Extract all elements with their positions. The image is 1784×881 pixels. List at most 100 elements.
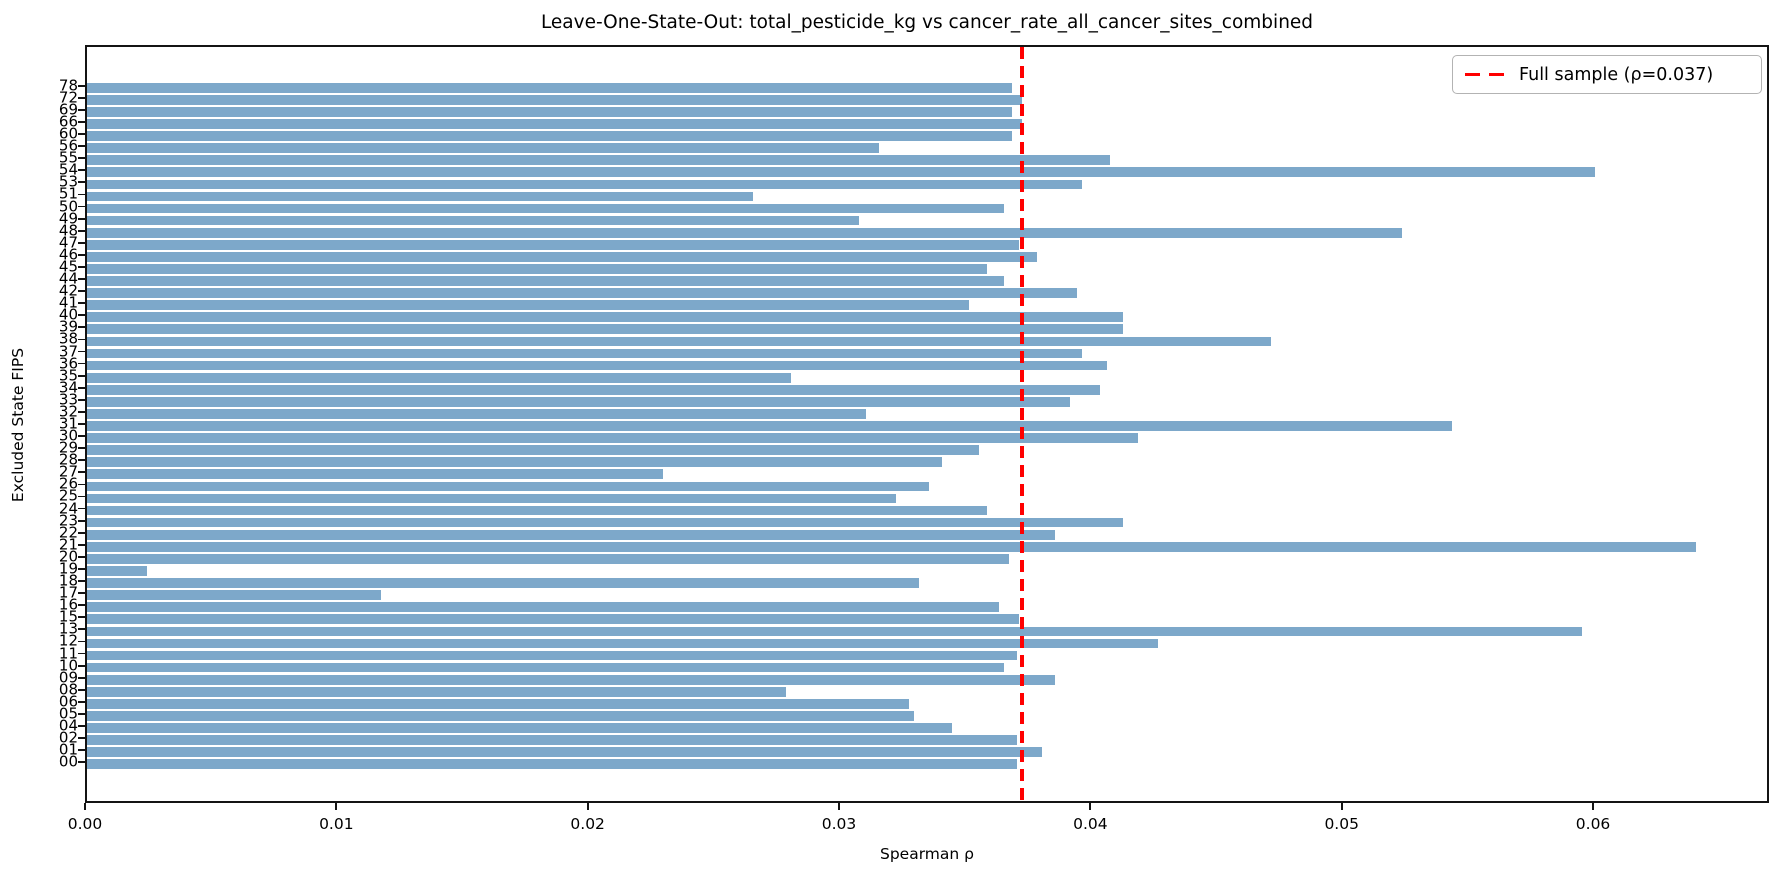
y-axis-tick: [78, 121, 85, 123]
y-tick-label: 38: [58, 329, 78, 348]
y-axis-tick: [78, 543, 85, 546]
bar: [87, 131, 1012, 141]
y-axis-tick: [78, 386, 85, 389]
bar: [87, 167, 1596, 178]
bar: [87, 264, 987, 274]
bar: [87, 711, 914, 721]
y-tick-label: 19: [58, 559, 78, 578]
bar: [87, 541, 1696, 552]
bar: [87, 336, 1271, 347]
x-axis-tick: [586, 803, 589, 810]
bar: [87, 384, 1100, 395]
y-axis-tick: [78, 290, 85, 292]
bar: [87, 409, 867, 419]
y-axis-tick: [78, 278, 85, 280]
y-tick-label: 16: [58, 595, 78, 614]
y-tick-label: 05: [58, 704, 78, 723]
bar: [87, 215, 859, 226]
bar: [87, 94, 1022, 105]
y-axis-tick: [78, 531, 85, 534]
y-axis-tick: [78, 145, 85, 147]
y-axis-tick: [78, 314, 85, 317]
y-axis-tick: [78, 664, 85, 667]
bar: [87, 505, 987, 516]
x-axis-tick: [1089, 803, 1092, 810]
y-tick-label: 66: [58, 112, 78, 131]
y-tick-label: 42: [58, 281, 78, 300]
y-tick-label: 10: [58, 656, 78, 675]
bar: [87, 759, 1017, 770]
bar: [87, 312, 1123, 323]
y-axis-tick: [78, 568, 85, 570]
bar: [87, 674, 1055, 685]
bar: [87, 735, 1017, 745]
y-tick-label: 09: [58, 668, 78, 687]
y-axis-tick: [78, 616, 85, 619]
bar: [87, 566, 148, 576]
y-axis-tick: [78, 640, 85, 643]
x-tick-label: 0.03: [821, 815, 857, 833]
y-tick-label: 25: [58, 486, 78, 505]
y-tick-label: 69: [58, 100, 78, 119]
y-axis-tick: [78, 302, 85, 305]
y-tick-label: 15: [58, 607, 78, 626]
y-axis-tick: [78, 338, 85, 341]
y-tick-label: 54: [58, 160, 78, 179]
y-tick-label: 08: [58, 680, 78, 699]
y-axis-tick: [78, 108, 85, 111]
legend-label: Full sample (ρ=0.037): [1519, 64, 1714, 85]
y-axis-tick: [78, 253, 85, 256]
bar: [87, 119, 1022, 129]
bar: [87, 578, 919, 588]
bar: [87, 614, 1020, 625]
y-tick-label: 78: [58, 76, 78, 95]
bar: [87, 699, 909, 709]
bar: [87, 372, 791, 383]
y-axis-tick: [78, 229, 85, 232]
y-tick-label: 49: [58, 209, 78, 228]
y-tick-label: 13: [58, 619, 78, 638]
bar: [87, 252, 1038, 262]
y-tick-label: 20: [58, 547, 78, 566]
y-axis-tick: [78, 459, 85, 462]
bar: [87, 517, 1123, 528]
y-axis-tick: [78, 676, 85, 679]
y-axis-tick: [78, 411, 85, 413]
y-axis-tick: [78, 592, 85, 595]
y-axis-tick: [78, 133, 85, 135]
x-tick-label: 0.05: [1324, 815, 1359, 833]
y-tick-label: 36: [58, 354, 78, 373]
y-axis-tick: [78, 181, 85, 184]
bar: [87, 143, 879, 153]
y-tick-label: 21: [58, 535, 78, 554]
bar: [87, 276, 1005, 286]
y-tick-label: 30: [58, 426, 78, 445]
y-tick-label: 47: [58, 233, 78, 252]
y-tick-label: 35: [58, 366, 78, 385]
y-tick-label: 60: [58, 124, 78, 143]
y-axis-tick: [78, 628, 85, 631]
y-tick-label: 32: [58, 402, 78, 421]
bar: [87, 203, 1005, 214]
page-title: Leave-One-State-Out: total_pesticide_kg …: [540, 12, 1314, 33]
bar: [87, 554, 1010, 564]
y-tick-label: 37: [58, 342, 78, 360]
bar: [87, 445, 980, 455]
y-axis-tick: [78, 737, 85, 740]
legend-dashed-line-icon: [1465, 72, 1505, 77]
plot-area: [85, 45, 1769, 803]
bar: [87, 239, 1020, 250]
y-axis-tick: [78, 435, 85, 437]
bar: [87, 82, 1012, 93]
y-axis-tick: [78, 495, 85, 498]
bar: [87, 469, 663, 480]
y-axis-tick: [78, 725, 85, 727]
y-tick-label: 04: [58, 716, 78, 735]
bar: [87, 155, 1110, 166]
y-tick-label: 06: [58, 692, 78, 711]
y-axis-tick: [78, 652, 85, 655]
y-tick-label: 28: [58, 450, 78, 469]
y-axis-tick: [78, 556, 85, 558]
y-axis-tick: [78, 157, 85, 160]
bar: [87, 324, 1123, 335]
